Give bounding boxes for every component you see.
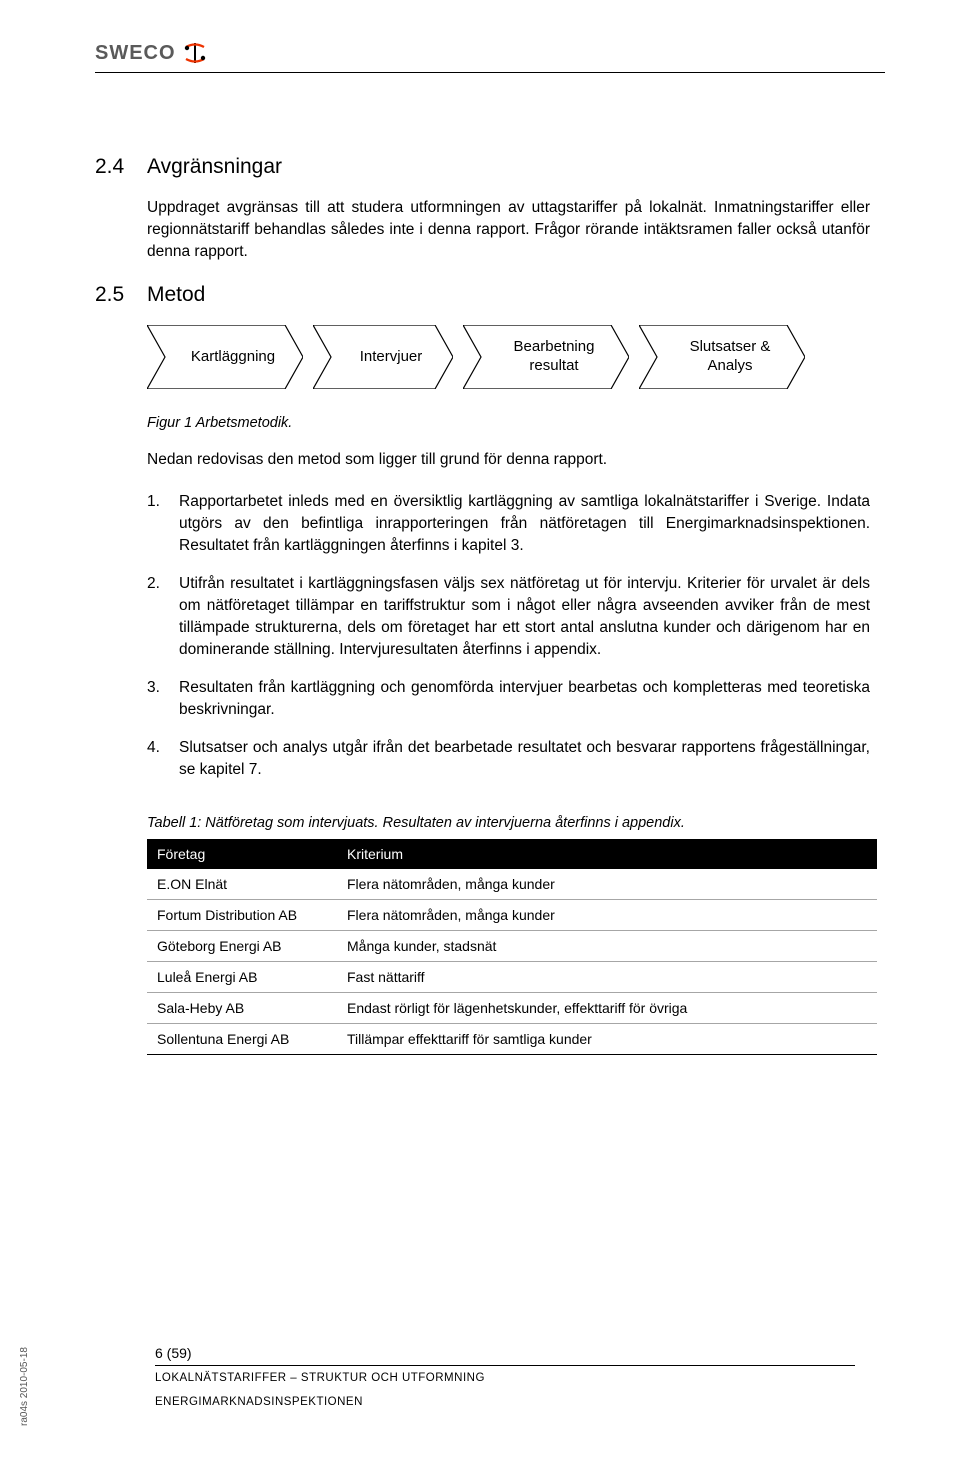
table-header-cell: Företag [147, 839, 337, 869]
paragraph-avgransningar: Uppdraget avgränsas till att studera utf… [147, 197, 870, 263]
table-caption: Tabell 1: Nätföretag som intervjuats. Re… [147, 815, 870, 831]
logo-text: SWECO [95, 42, 176, 65]
table-header-cell: Kriterium [337, 839, 877, 869]
paragraph-method-intro: Nedan redovisas den metod som ligger til… [147, 449, 870, 471]
section-number: 2.4 [95, 155, 147, 179]
process-step-label: Kartläggning [191, 348, 275, 367]
list-text: Utifrån resultatet i kartläggningsfasen … [179, 573, 870, 661]
table-row: Luleå Energi ABFast nättariff [147, 962, 877, 993]
table-cell: Göteborg Energi AB [147, 931, 337, 962]
list-marker: 2. [147, 573, 179, 661]
process-step: Slutsatser & Analys [639, 325, 805, 389]
table-cell: Luleå Energi AB [147, 962, 337, 993]
list-text: Resultaten från kartläggning och genomfö… [179, 677, 870, 721]
page-number: 6 (59) [155, 1345, 855, 1361]
method-list: 1.Rapportarbetet inleds med en översiktl… [147, 491, 870, 781]
table-row: Sollentuna Energi ABTillämpar effekttari… [147, 1024, 877, 1055]
table-cell: E.ON Elnät [147, 869, 337, 900]
list-marker: 1. [147, 491, 179, 557]
table-cell: Sala-Heby AB [147, 993, 337, 1024]
logo: SWECO [95, 40, 885, 66]
table-cell: Flera nätområden, många kunder [337, 900, 877, 931]
list-item: 1.Rapportarbetet inleds med en översiktl… [147, 491, 870, 557]
process-flow-diagram: Kartläggning Intervjuer Bearbetning result… [147, 325, 870, 389]
table-row: E.ON ElnätFlera nätområden, många kunder [147, 869, 877, 900]
list-item: 2.Utifrån resultatet i kartläggningsfase… [147, 573, 870, 661]
process-step: Kartläggning [147, 325, 303, 389]
process-step-label: Bearbetning resultat [514, 338, 595, 376]
table-cell: Fortum Distribution AB [147, 900, 337, 931]
table-cell: Sollentuna Energi AB [147, 1024, 337, 1055]
table-row: Sala-Heby ABEndast rörligt för lägenhets… [147, 993, 877, 1024]
list-text: Rapportarbetet inleds med en översiktlig… [179, 491, 870, 557]
section-title: Avgränsningar [147, 155, 282, 179]
table-row: Göteborg Energi ABMånga kunder, stadsnät [147, 931, 877, 962]
companies-table: FöretagKriterium E.ON ElnätFlera nätområ… [147, 839, 877, 1055]
table-row: Fortum Distribution ABFlera nätområden, … [147, 900, 877, 931]
table-cell: Flera nätområden, många kunder [337, 869, 877, 900]
section-number: 2.5 [95, 283, 147, 307]
page-footer: 6 (59) LOKALNÄTSTARIFFER – STRUKTUR OCH … [155, 1345, 855, 1408]
section-heading-metod: 2.5 Metod [95, 283, 870, 307]
figure-caption: Figur 1 Arbetsmetodik. [147, 415, 870, 431]
table-cell: Fast nättariff [337, 962, 877, 993]
process-step: Intervjuer [313, 325, 453, 389]
table-cell: Många kunder, stadsnät [337, 931, 877, 962]
logo-icon [182, 40, 208, 66]
footer-org: ENERGIMARKNADSINSPEKTIONEN [155, 1396, 855, 1408]
list-text: Slutsatser och analys utgår ifrån det be… [179, 737, 870, 781]
list-marker: 4. [147, 737, 179, 781]
list-item: 3.Resultaten från kartläggning och genom… [147, 677, 870, 721]
list-item: 4.Slutsatser och analys utgår ifrån det … [147, 737, 870, 781]
footer-doc-title: LOKALNÄTSTARIFFER – STRUKTUR OCH UTFORMN… [155, 1372, 855, 1384]
header-divider [95, 72, 885, 73]
process-step-label: Slutsatser & Analys [690, 338, 771, 376]
page-content: 2.4 Avgränsningar Uppdraget avgränsas ti… [95, 155, 870, 1055]
table-cell: Endast rörligt för lägenhetskunder, effe… [337, 993, 877, 1024]
section-heading-avgransningar: 2.4 Avgränsningar [95, 155, 870, 179]
section-title: Metod [147, 283, 205, 307]
table-cell: Tillämpar effekttariff för samtliga kund… [337, 1024, 877, 1055]
footer-divider [155, 1365, 855, 1366]
document-id: ra04s 2010-05-18 [19, 1347, 30, 1426]
process-step-label: Intervjuer [360, 348, 423, 367]
page-header: SWECO [95, 40, 885, 73]
list-marker: 3. [147, 677, 179, 721]
process-step: Bearbetning resultat [463, 325, 629, 389]
